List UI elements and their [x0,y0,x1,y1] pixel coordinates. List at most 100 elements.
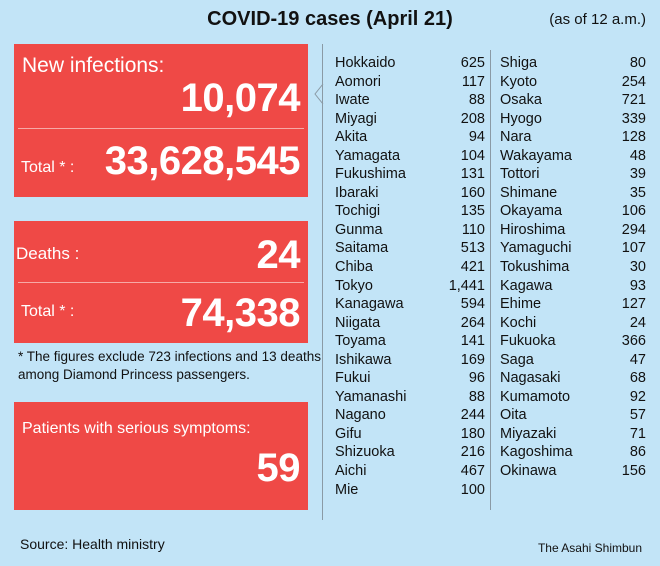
prefecture-name: Okayama [500,203,563,220]
table-row: Fukushima 131 [335,165,485,184]
table-row: Wakayama 48 [500,147,646,166]
table-row: Iwate 88 [335,91,485,110]
footnote: * The figures exclude 723 infections and… [18,349,321,382]
prefecture-value: 254 [621,73,646,90]
table-row: Tokyo 1,441 [335,277,485,296]
table-row: Shiga 80 [500,54,646,73]
prefecture-value: 30 [629,259,646,276]
prefecture-value: 88 [468,92,485,109]
prefecture-name: Shizuoka [335,444,395,461]
table-row: Yamaguchi 107 [500,239,646,258]
new-infections-value: 10,074 [180,76,301,120]
prefecture-value: 24 [629,314,646,331]
table-row: Mie 100 [335,481,485,500]
prefecture-column-2: Shiga 80 Kyoto 254 Osaka 721 Hyogo 339 Nara 128 Wa… [500,54,646,481]
table-row: Kumamoto 92 [500,388,646,407]
deaths-label: Deaths : [16,244,80,263]
prefecture-value: 294 [621,221,646,238]
serious-value: 59 [256,446,301,490]
prefecture-name: Nagano [335,407,386,424]
table-row: Aichi 467 [335,462,485,481]
prefecture-name: Toyama [335,333,386,350]
deaths-value: 24 [256,233,301,277]
prefecture-value: 264 [460,314,485,331]
prefecture-name: Gifu [335,425,362,442]
prefecture-value: 127 [621,296,646,313]
total-infections-label: Total * : [21,159,75,176]
table-row: Okinawa 156 [500,462,646,481]
prefecture-value: 131 [460,166,485,183]
table-row: Tochigi 135 [335,202,485,221]
prefecture-name: Kagoshima [500,444,573,461]
table-row: Fukui 96 [335,369,485,388]
prefecture-name: Saga [500,351,534,368]
table-row: Oita 57 [500,406,646,425]
prefecture-name: Oita [500,407,527,424]
prefecture-name: Yamanashi [335,388,407,405]
prefecture-value: 92 [629,388,646,405]
prefecture-value: 88 [468,388,485,405]
table-row: Niigata 264 [335,314,485,333]
prefecture-value: 106 [621,203,646,220]
prefecture-name: Tokushima [500,259,570,276]
table-row: Nagano 244 [335,406,485,425]
prefecture-name: Shimane [500,184,558,201]
prefecture-value: 244 [460,407,485,424]
table-row: Hyogo 339 [500,110,646,129]
prefecture-value: 94 [468,129,485,146]
prefecture-name: Saitama [335,240,389,257]
new-infections-label: New infections: [22,54,165,77]
serious-panel: Patients with serious symptoms: 59 [14,402,308,510]
prefecture-name: Fukushima [335,166,406,183]
prefecture-name: Mie [335,481,359,498]
prefecture-name: Nagasaki [500,370,561,387]
table-row: Kagawa 93 [500,277,646,296]
prefecture-value: 68 [629,370,646,387]
prefecture-name: Kyoto [500,73,538,90]
table-row: Aomori 117 [335,73,485,92]
table-row: Fukuoka 366 [500,332,646,351]
prefecture-value: 107 [621,240,646,257]
prefecture-name: Gunma [335,221,383,238]
table-row: Gifu 180 [335,425,485,444]
table-row: Kyoto 254 [500,73,646,92]
prefecture-name: Ibaraki [335,184,379,201]
table-row: Saga 47 [500,351,646,370]
prefecture-name: Osaka [500,92,542,109]
table-row: Miyazaki 71 [500,425,646,444]
table-row: Ishikawa 169 [335,351,485,370]
prefecture-value: 128 [621,129,646,146]
prefecture-value: 160 [460,184,485,201]
prefecture-name: Miyazaki [500,425,557,442]
prefecture-name: Hokkaido [335,55,396,71]
bracket-line [322,44,323,520]
prefecture-value: 117 [461,73,485,90]
prefecture-value: 721 [621,92,646,109]
prefecture-name: Yamagata [335,147,401,164]
prefecture-name: Yamaguchi [500,240,572,257]
prefecture-value: 100 [460,481,485,498]
prefecture-value: 57 [629,407,646,424]
as-of: (as of 12 a.m.) [549,11,646,28]
prefecture-value: 169 [460,351,485,368]
table-row: Toyama 141 [335,332,485,351]
prefecture-value: 39 [629,166,646,183]
table-row: Chiba 421 [335,258,485,277]
table-row: Yamagata 104 [335,147,485,166]
prefecture-value: 47 [629,351,646,368]
prefecture-name: Miyagi [335,110,377,127]
prefecture-name: Aomori [335,73,381,90]
prefecture-name: Hyogo [500,110,542,127]
table-row: Shizuoka 216 [335,443,485,462]
table-row: Okayama 106 [500,202,646,221]
prefecture-name: Kochi [500,314,537,331]
divider [18,282,304,283]
prefecture-value: 594 [460,296,485,313]
table-row: Kochi 24 [500,314,646,333]
prefecture-name: Aichi [335,463,367,480]
prefecture-value: 80 [629,55,646,71]
table-row: Kagoshima 86 [500,443,646,462]
prefecture-column-1: Hokkaido 625 Aomori 117 Iwate 88 Miyagi 208 Akit… [335,54,485,499]
prefecture-value: 104 [460,147,485,164]
table-row: Ibaraki 160 [335,184,485,203]
